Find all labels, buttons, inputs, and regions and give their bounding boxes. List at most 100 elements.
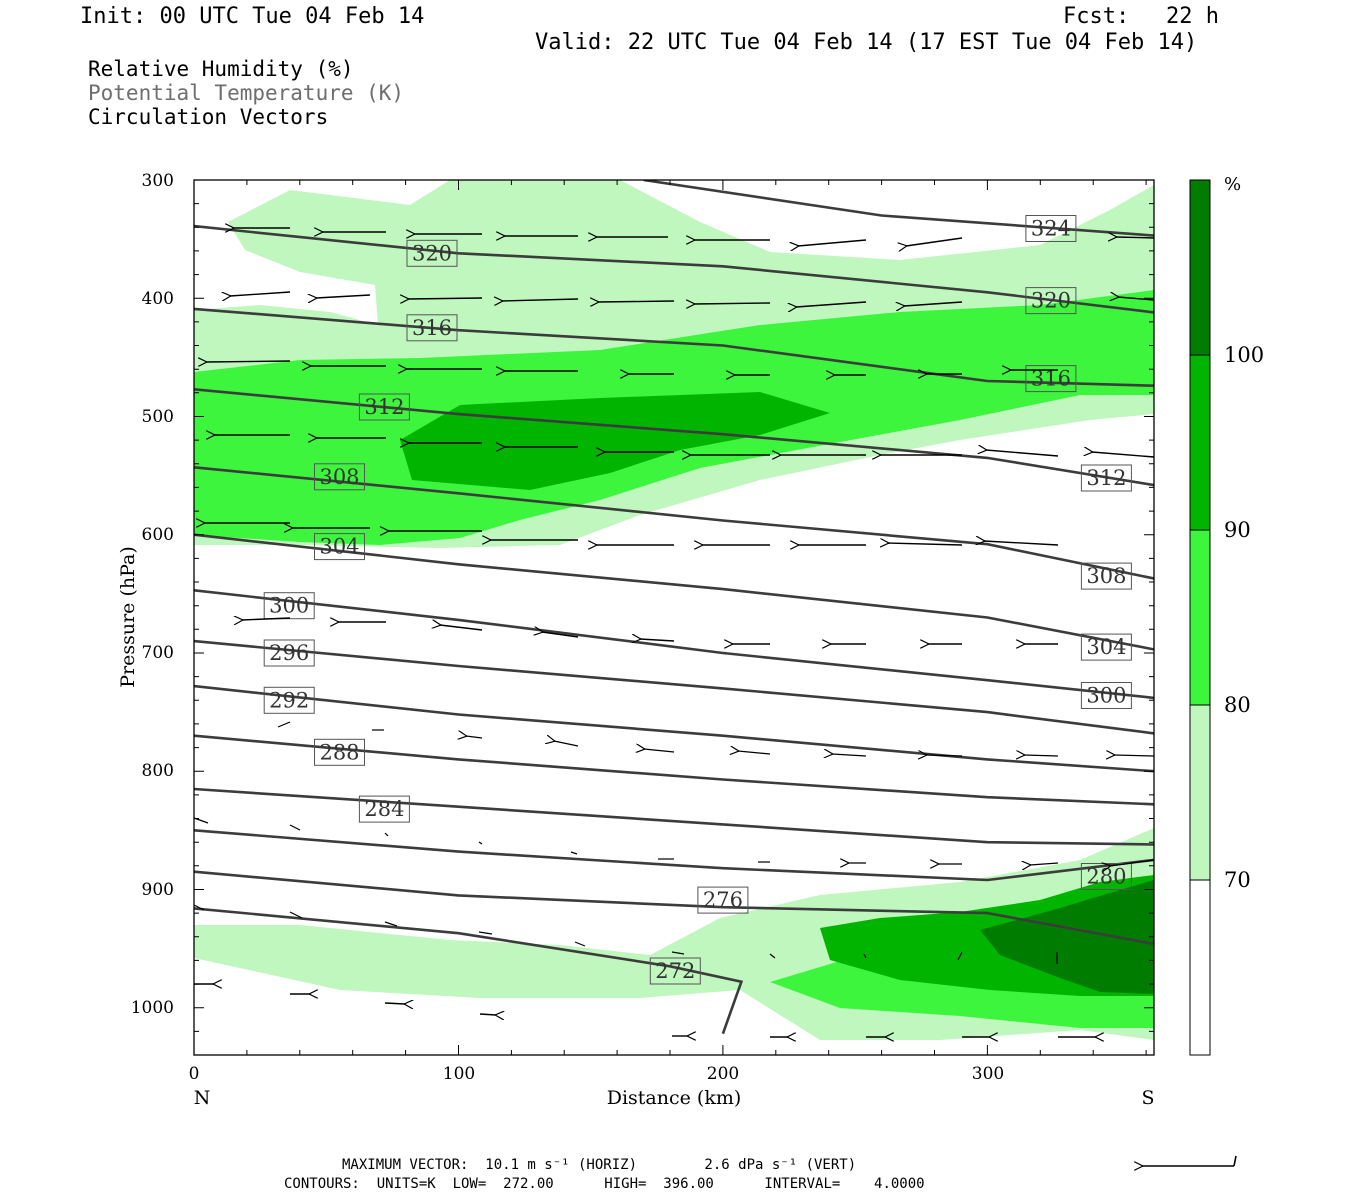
vector-row-595 [204, 523, 1059, 546]
theta-contour-label-272: 272 [649, 957, 701, 985]
theta-contour-320 [194, 224, 1154, 314]
contour-label-box [1025, 287, 1077, 315]
x-tick-label: 0 [189, 1064, 200, 1084]
vector-row-345 [233, 228, 1155, 246]
colorbar-frame [1189, 179, 1211, 1056]
vector-arrow [644, 749, 675, 752]
colorbar-swatch-70 [1190, 705, 1210, 880]
minor-tick-marks [193, 179, 1154, 1056]
contour-label-text: 320 [412, 241, 452, 265]
vector-arrow [206, 361, 291, 362]
theta-contour-label-280: 280 [1080, 863, 1132, 890]
y-tick-label: 700 [142, 643, 174, 663]
contour-label-box [1080, 682, 1132, 709]
theta-contour-296 [194, 639, 1154, 735]
vector-arrow [1116, 237, 1155, 238]
contour-label-text: 324 [1031, 217, 1071, 241]
vector-arrow [466, 736, 483, 738]
contour-label-box [314, 533, 365, 561]
theta-contour-label-308: 308 [1080, 562, 1132, 590]
y-tick-label: 600 [142, 525, 174, 545]
vector-arrow [598, 301, 675, 302]
init-time: Init: 00 UTC Tue 04 Feb 14 [80, 4, 425, 29]
vector-arrow [230, 291, 291, 296]
y-tick-label: 800 [142, 761, 174, 781]
vector-arrow [193, 904, 205, 911]
vector-arrow [478, 931, 493, 935]
vector-arrow [863, 953, 867, 959]
contour-label-box [358, 795, 410, 823]
x-axis: 0 100 200 300 [189, 1064, 1005, 1084]
vector-arrow [986, 450, 1059, 457]
reference-vector-vertical [1233, 1155, 1237, 1167]
vector-row-520 [214, 435, 1155, 457]
contour-label-box [1080, 633, 1132, 661]
theta-contour-304 [194, 533, 1154, 651]
contour-label-box [697, 886, 749, 914]
colorbar-swatch-90 [1190, 355, 1210, 530]
theta-contour-292 [194, 684, 1154, 773]
vector-arrow [1110, 859, 1155, 866]
vector-row-760 [277, 721, 1155, 756]
y-tick-label: 500 [142, 407, 174, 427]
vector-arrow [984, 541, 1059, 546]
contour-label-box [406, 314, 458, 342]
contour-label-box [1025, 365, 1077, 393]
contour-label-text: 276 [703, 888, 743, 912]
forecast-hours: 22 h [1166, 4, 1219, 29]
contour-label-text: 308 [1086, 564, 1126, 588]
x-axis-title: Distance (km) [607, 1087, 742, 1109]
circulation-vectors [193, 228, 1155, 1037]
contour-label-box [1025, 215, 1077, 242]
colorbar: % 100 90 80 70 [1189, 174, 1264, 1056]
rh-90-fill-upper [400, 392, 830, 490]
vector-arrow [798, 239, 867, 246]
theta-contour-label-292: 292 [263, 686, 315, 714]
vector-row-1020 [194, 984, 1096, 1037]
theta-contour-272 [194, 907, 744, 1035]
vector-arrow [1118, 297, 1155, 300]
contour-label-text: 308 [319, 465, 359, 489]
legend-circulation-vectors: Circulation Vectors [88, 105, 329, 129]
reference-vector [1142, 1155, 1237, 1167]
contour-label-text: 320 [1031, 289, 1071, 313]
y-axis-title: Pressure (hPa) [117, 546, 139, 688]
contour-label-box [1080, 464, 1132, 492]
theta-contour-316 [194, 307, 1154, 387]
theta-contour-284 [194, 787, 1154, 846]
vector-arrow [502, 299, 579, 301]
forecast-label: Fcst: [1063, 4, 1130, 29]
vector-arrow [542, 632, 579, 638]
vector-arrow [289, 911, 303, 919]
theta-contour-label-312: 312 [358, 393, 410, 421]
theta-contour-label-300: 300 [1080, 682, 1132, 709]
rh-shading [194, 180, 1154, 1040]
theta-contour-308 [194, 466, 1154, 580]
contour-label-box [649, 957, 701, 985]
theta-contour-288 [194, 734, 1154, 806]
vector-arrow [769, 953, 776, 959]
vector-arrow [796, 301, 867, 307]
vector-arrow [1030, 863, 1059, 865]
contour-label-text: 300 [269, 594, 309, 618]
contour-label-text: 280 [1086, 865, 1126, 889]
contour-label-box [406, 239, 458, 267]
contour-label-box [263, 639, 315, 667]
y-tick-label: 1000 [131, 998, 174, 1018]
vector-arrow [1114, 755, 1155, 756]
vector-arrow [384, 921, 398, 927]
contour-label-text: 284 [364, 797, 404, 821]
vector-arrow [384, 1003, 405, 1004]
theta-contour-312 [194, 388, 1154, 487]
theta-contour-label-316: 316 [406, 314, 458, 342]
vector-row-455 [206, 361, 1058, 375]
colorbar-label-100: 100 [1224, 343, 1264, 367]
theta-contour-label-320: 320 [1025, 287, 1077, 315]
vector-arrow [694, 303, 771, 304]
plot-frame [193, 179, 1155, 1056]
theta-contour-label-304: 304 [314, 533, 365, 561]
axis-minor-ticks [193, 179, 1154, 1056]
vector-arrow [479, 1014, 496, 1015]
vector-row-400 [230, 291, 1155, 307]
y-tick-label: 300 [142, 171, 174, 191]
